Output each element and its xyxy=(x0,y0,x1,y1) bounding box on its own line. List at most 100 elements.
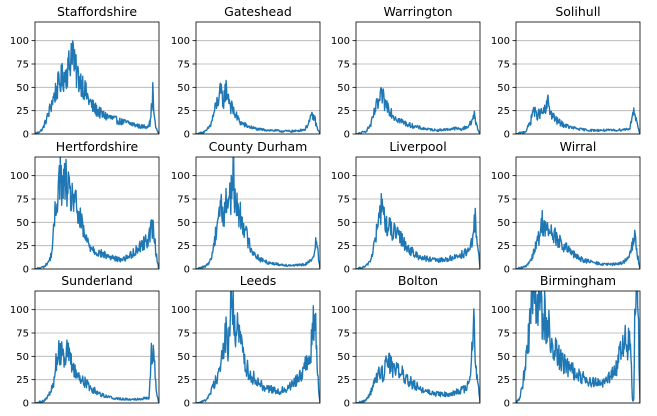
y-tick-label: 0 xyxy=(23,130,29,141)
data-series-line xyxy=(35,40,159,134)
y-tick-label: 75 xyxy=(177,195,190,206)
axes-frame xyxy=(34,156,160,270)
subplot-title: Sunderland xyxy=(61,273,133,288)
y-tick-label: 0 xyxy=(504,265,510,276)
y-tick-label: 100 xyxy=(10,36,29,47)
y-tick-label: 50 xyxy=(497,218,510,229)
subplot-gateshead: 0 25 50 75 100 Gateshead xyxy=(171,4,321,141)
y-tick-label: 25 xyxy=(497,241,510,252)
subplot-warrington: 0 25 50 75 100 Warrington xyxy=(331,4,481,141)
subplot-hertfordshire: 0 25 50 75 100 Hertfordshire xyxy=(10,139,160,276)
y-tick-label: 75 xyxy=(16,195,29,206)
y-tick-label: 0 xyxy=(184,265,190,276)
axes-frame xyxy=(34,290,160,404)
subplot-title: Bolton xyxy=(398,273,438,288)
y-tick-label: 100 xyxy=(171,36,190,47)
y-tick-label: 25 xyxy=(177,241,190,252)
data-series-line xyxy=(196,157,320,269)
y-tick-label: 25 xyxy=(16,106,29,117)
y-tick-label: 100 xyxy=(491,36,510,47)
y-tick-label: 75 xyxy=(337,329,350,340)
subplot-liverpool: 0 25 50 75 100 Liverpool xyxy=(331,139,481,276)
y-tick-label: 25 xyxy=(16,375,29,386)
y-tick-label: 25 xyxy=(497,375,510,386)
subplot-title: Birmingham xyxy=(540,273,616,288)
subplot-bolton: 0 25 50 75 100 Bolton xyxy=(331,273,481,410)
subplot-title: Gateshead xyxy=(224,4,292,19)
y-tick-label: 75 xyxy=(497,195,510,206)
y-tick-label: 50 xyxy=(337,83,350,94)
y-tick-label: 100 xyxy=(331,171,350,182)
axes-frame xyxy=(515,290,641,404)
subplot-title: Wirral xyxy=(560,139,597,154)
y-tick-label: 25 xyxy=(337,106,350,117)
axes-frame xyxy=(515,156,641,270)
subplot-title: Liverpool xyxy=(389,139,446,154)
y-tick-label: 25 xyxy=(337,375,350,386)
data-series-line xyxy=(196,79,320,134)
y-tick-label: 0 xyxy=(344,265,350,276)
y-tick-label: 75 xyxy=(497,60,510,71)
axes-frame xyxy=(34,21,160,135)
y-tick-label: 75 xyxy=(337,195,350,206)
y-tick-label: 50 xyxy=(177,352,190,363)
y-tick-label: 100 xyxy=(10,171,29,182)
data-series-line xyxy=(35,157,159,269)
y-tick-label: 75 xyxy=(16,329,29,340)
y-tick-label: 50 xyxy=(497,83,510,94)
data-series-line xyxy=(35,339,159,403)
axes-frame xyxy=(355,156,481,270)
y-tick-label: 75 xyxy=(497,329,510,340)
subplot-title: County Durham xyxy=(209,139,308,154)
axes-frame xyxy=(195,21,321,135)
subplot-staffordshire: 0 25 50 75 100 Staffordshire xyxy=(10,4,160,141)
y-tick-label: 50 xyxy=(337,218,350,229)
data-series-line xyxy=(516,291,640,403)
subplot-wirral: 0 25 50 75 100 Wirral xyxy=(491,139,641,276)
y-tick-label: 50 xyxy=(16,218,29,229)
subplot-sunderland: 0 25 50 75 100 Sunderland xyxy=(10,273,160,410)
axes-frame xyxy=(195,156,321,270)
y-tick-label: 0 xyxy=(344,130,350,141)
y-tick-label: 100 xyxy=(491,171,510,182)
subplot-title: Warrington xyxy=(383,4,452,19)
y-tick-label: 100 xyxy=(10,305,29,316)
data-series-line xyxy=(356,308,480,403)
y-tick-label: 25 xyxy=(16,241,29,252)
y-tick-label: 0 xyxy=(184,130,190,141)
y-tick-label: 0 xyxy=(504,399,510,410)
subplot-title: Hertfordshire xyxy=(56,139,139,154)
y-tick-label: 75 xyxy=(337,60,350,71)
axes-frame xyxy=(355,290,481,404)
subplot-birmingham: 0 25 50 75 100 Birmingham xyxy=(491,273,641,410)
axes-frame xyxy=(515,21,641,135)
y-tick-label: 25 xyxy=(337,241,350,252)
y-tick-label: 100 xyxy=(171,305,190,316)
y-tick-label: 100 xyxy=(491,305,510,316)
y-tick-label: 0 xyxy=(344,399,350,410)
y-tick-label: 75 xyxy=(177,329,190,340)
y-tick-label: 50 xyxy=(177,218,190,229)
y-tick-label: 50 xyxy=(337,352,350,363)
subplot-title: Leeds xyxy=(240,273,277,288)
y-tick-label: 50 xyxy=(497,352,510,363)
y-tick-label: 0 xyxy=(23,399,29,410)
data-series-line xyxy=(516,94,640,134)
data-series-line xyxy=(516,209,640,269)
data-series-line xyxy=(356,192,480,269)
y-tick-label: 25 xyxy=(177,375,190,386)
axes-frame xyxy=(195,290,321,404)
y-tick-label: 50 xyxy=(16,83,29,94)
axes-frame xyxy=(355,21,481,135)
subplot-solihull: 0 25 50 75 100 Solihull xyxy=(491,4,641,141)
data-series-line xyxy=(196,291,320,403)
data-series-line xyxy=(356,87,480,134)
y-tick-label: 0 xyxy=(184,399,190,410)
y-tick-label: 100 xyxy=(331,305,350,316)
subplot-title: Staffordshire xyxy=(57,4,137,19)
y-tick-label: 75 xyxy=(177,60,190,71)
subplot-county-durham: 0 25 50 75 100 County Durham xyxy=(171,139,321,276)
y-tick-label: 100 xyxy=(331,36,350,47)
subplot-title: Solihull xyxy=(555,4,600,19)
